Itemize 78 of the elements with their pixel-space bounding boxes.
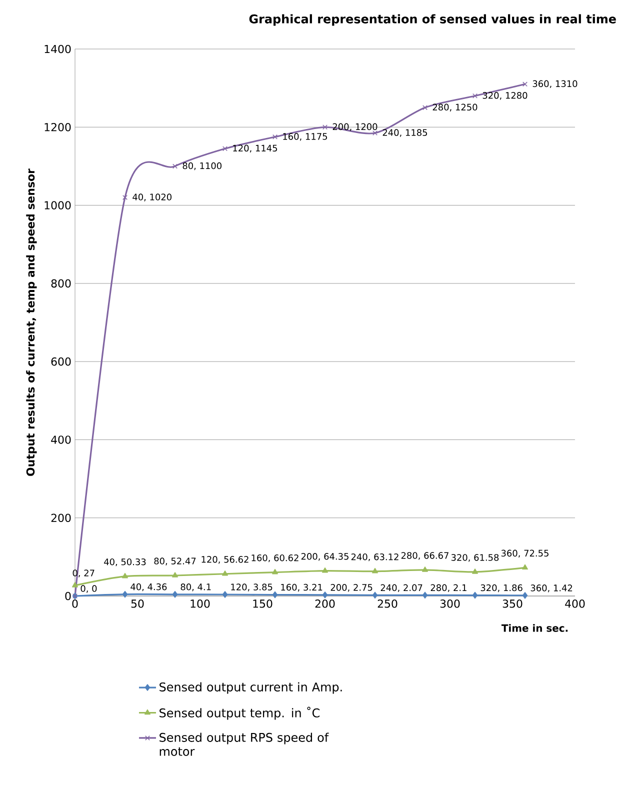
point <box>472 568 478 574</box>
data-label: 360, 1310 <box>532 80 578 88</box>
x-tick-label: 200 <box>315 600 335 608</box>
point <box>172 591 178 598</box>
point <box>522 592 528 599</box>
y-tick-label: 1200 <box>44 123 71 132</box>
data-label: 240, 1185 <box>382 129 428 137</box>
data-label: 320, 1280 <box>482 92 528 100</box>
point <box>422 105 428 110</box>
chart-title: Graphical representation of sensed values in real time <box>249 14 616 26</box>
point <box>272 568 278 574</box>
x-tick-label: 400 <box>565 600 585 608</box>
y-axis-title: Output results of current, temp and speed sensor <box>26 168 37 476</box>
point <box>172 164 178 169</box>
data-label: 240, 63.12 <box>351 553 398 562</box>
point <box>172 572 178 578</box>
data-label: 160, 1175 <box>283 133 328 141</box>
legend-label: Sensed output current in Amp. <box>160 682 342 694</box>
point <box>522 564 528 570</box>
point <box>472 592 478 599</box>
point <box>322 567 328 573</box>
point <box>272 591 278 598</box>
y-tick-label: 1400 <box>44 44 71 54</box>
x-tick-label: 150 <box>253 600 272 608</box>
y-tick-label: 0 <box>65 592 71 600</box>
data-label: 40, 50.33 <box>104 558 146 566</box>
x-tick-label: 0 <box>72 600 78 608</box>
data-label: 360, 1.42 <box>530 584 572 592</box>
data-label: 120, 56.62 <box>202 556 248 564</box>
y-tick-label: 600 <box>51 357 71 366</box>
y-tick-label: 800 <box>51 279 71 288</box>
data-label: 200, 2.75 <box>330 584 372 592</box>
data-label: 80, 4.1 <box>180 584 211 592</box>
y-tick-label: 200 <box>51 514 71 522</box>
data-label: 200, 64.35 <box>301 552 348 561</box>
point <box>72 582 78 588</box>
data-label: 160, 3.21 <box>281 584 322 592</box>
data-label: 360, 72.55 <box>501 550 548 558</box>
x-tick-label: 250 <box>378 600 398 608</box>
point <box>522 82 528 87</box>
data-label: 280, 66.67 <box>401 552 448 560</box>
point <box>222 591 228 598</box>
data-label: 120, 1145 <box>233 144 278 152</box>
data-label: 280, 2.1 <box>430 584 466 592</box>
point <box>122 590 128 598</box>
data-label: 240, 2.07 <box>380 584 422 592</box>
point <box>422 566 428 572</box>
y-tick-label: 400 <box>51 436 71 444</box>
x-tick-label: 100 <box>190 600 210 608</box>
point <box>122 194 128 200</box>
point <box>272 134 278 140</box>
x-tick-label: 350 <box>502 600 522 608</box>
data-label: 280, 1250 <box>432 104 478 112</box>
legend-label: Sensed output RPS speed of motor <box>160 732 329 756</box>
point <box>372 568 378 574</box>
x-axis-title: Time in sec. <box>501 624 568 632</box>
point <box>322 124 328 130</box>
y-tick-label: 1000 <box>44 201 71 210</box>
data-label: 320, 1.86 <box>480 584 522 592</box>
point <box>372 592 378 599</box>
data-label: 40, 4.36 <box>130 583 167 592</box>
data-label: 40, 1020 <box>132 194 172 202</box>
data-label: 80, 1100 <box>182 162 222 170</box>
data-label: 80, 52.47 <box>154 558 196 566</box>
point <box>422 592 428 599</box>
point <box>222 570 228 576</box>
point <box>122 572 128 578</box>
data-label: 0, 0 <box>80 585 97 593</box>
point <box>372 130 378 136</box>
data-label: 120, 3.85 <box>231 584 272 592</box>
data-label: 160, 60.62 <box>252 554 298 562</box>
data-label: 320, 61.58 <box>451 554 499 562</box>
point <box>322 592 328 598</box>
point <box>472 93 478 98</box>
x-tick-label: 300 <box>440 600 460 608</box>
legend-label: Sensed output temp. in ˚C <box>160 706 320 720</box>
point <box>222 146 228 152</box>
x-tick-label: 50 <box>131 600 144 608</box>
